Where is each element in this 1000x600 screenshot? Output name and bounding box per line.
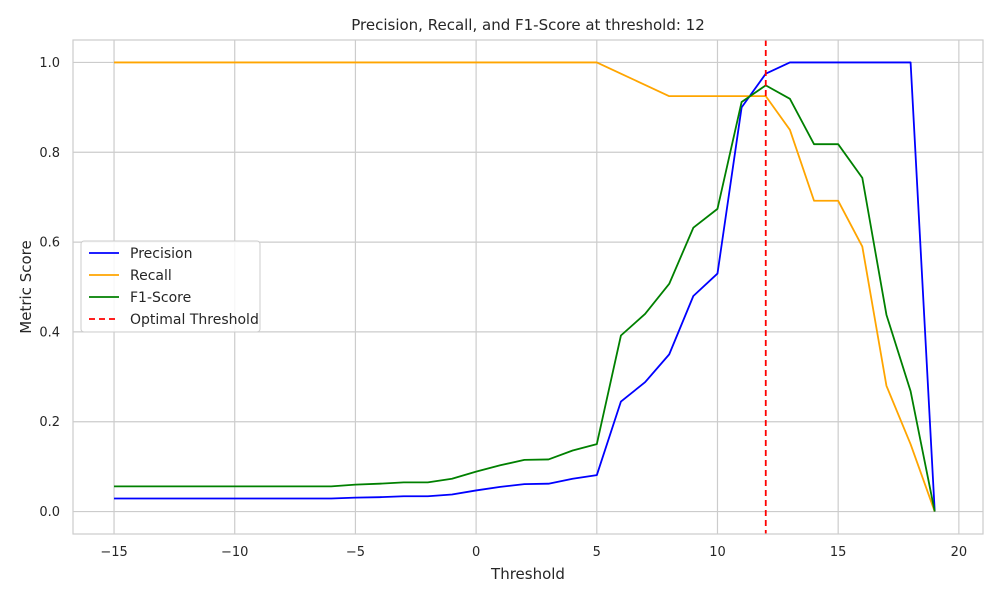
legend-label: Recall [130, 268, 172, 284]
y-axis-title: Metric Score [17, 240, 35, 333]
legend: Precision Recall F1-Score Optimal Threshold [80, 240, 261, 333]
legend-box [80, 240, 261, 333]
series-line-precision [114, 61, 936, 512]
series-line-f1-score [114, 84, 936, 512]
y-tick-label: 0.4 [39, 325, 60, 340]
series-layer [114, 40, 936, 534]
y-tick-labels: 0.0 0.2 0.4 0.6 0.8 1.0 [39, 56, 60, 520]
y-tick-label: 0.8 [39, 146, 60, 161]
x-tick-label: −5 [346, 545, 365, 560]
y-tick-label: 0.2 [39, 415, 60, 430]
x-tick-label: 10 [709, 545, 726, 560]
legend-label: Optimal Threshold [130, 312, 259, 328]
series-line-recall [114, 61, 936, 512]
grid-layer [73, 40, 983, 534]
x-tick-label: 15 [830, 545, 847, 560]
plot-frame [72, 39, 984, 535]
x-tick-label: −10 [221, 545, 248, 560]
x-axis-title: Threshold [490, 565, 565, 583]
chart-title: Precision, Recall, and F1-Score at thres… [351, 16, 705, 34]
legend-label: F1-Score [130, 290, 191, 306]
x-tick-labels: −15 −10 −5 0 5 10 15 20 [100, 545, 967, 560]
x-tick-label: 5 [593, 545, 601, 560]
y-tick-label: 1.0 [39, 56, 60, 71]
legend-items: Precision Recall F1-Score Optimal Threshold [89, 246, 259, 328]
y-tick-label: 0.0 [39, 505, 60, 520]
y-tick-label: 0.6 [39, 236, 60, 251]
x-tick-label: 20 [951, 545, 968, 560]
x-tick-label: 0 [472, 545, 480, 560]
legend-label: Precision [130, 246, 192, 262]
x-tick-label: −15 [100, 545, 127, 560]
